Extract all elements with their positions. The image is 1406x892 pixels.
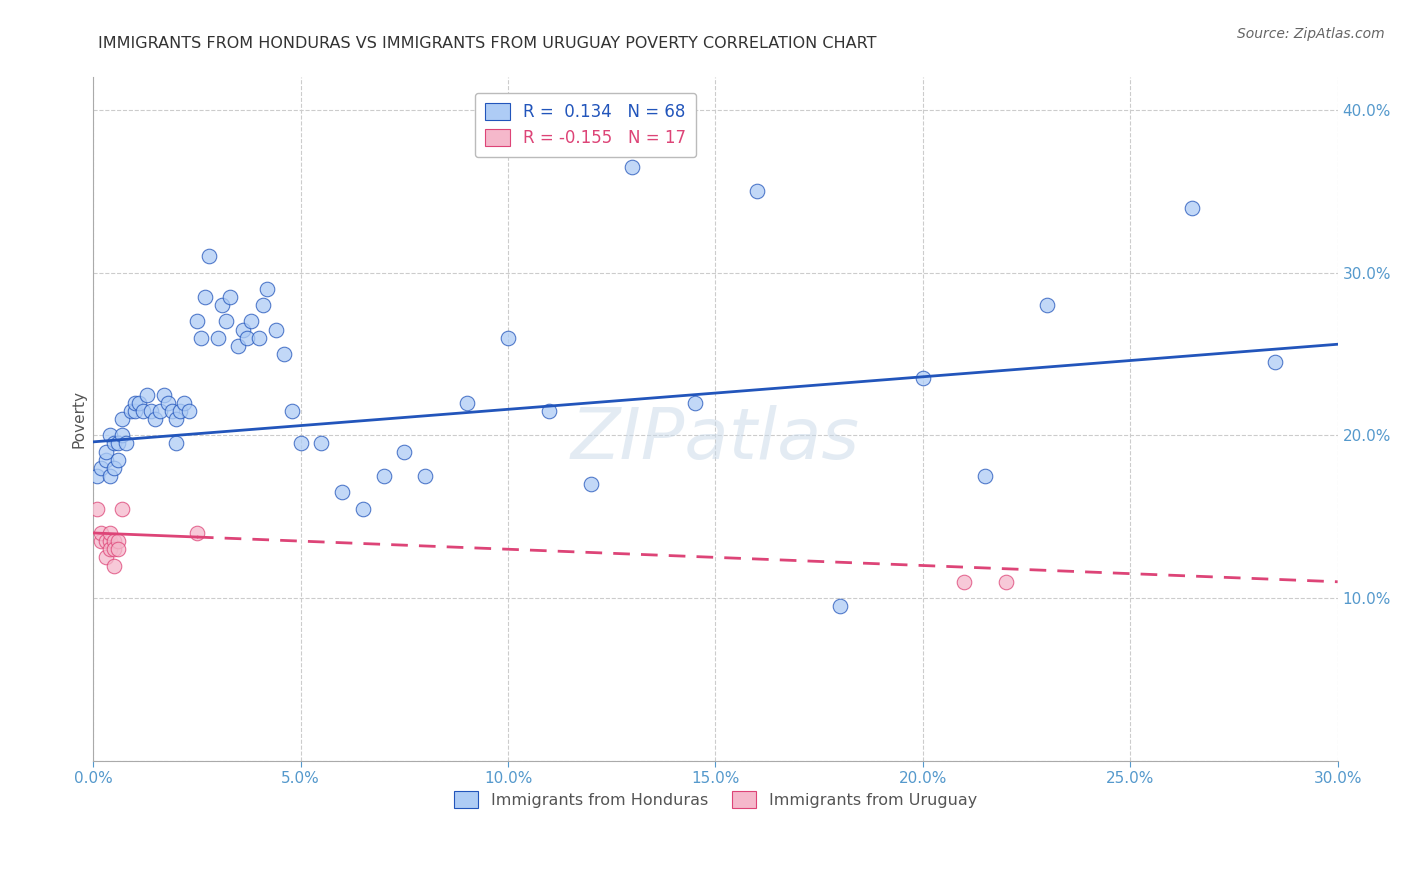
Y-axis label: Poverty: Poverty xyxy=(72,390,86,448)
Point xyxy=(94,452,117,467)
Point xyxy=(98,428,121,442)
Point xyxy=(145,412,167,426)
Point xyxy=(94,444,117,458)
Point xyxy=(107,436,129,450)
Point xyxy=(311,436,333,450)
Point xyxy=(330,485,353,500)
Point xyxy=(165,436,187,450)
Point xyxy=(86,469,108,483)
Legend: Immigrants from Honduras, Immigrants from Uruguay: Immigrants from Honduras, Immigrants fro… xyxy=(447,785,983,814)
Point xyxy=(136,387,159,401)
Point xyxy=(207,331,229,345)
Point xyxy=(413,469,436,483)
Point xyxy=(239,314,262,328)
Point xyxy=(911,371,934,385)
Point xyxy=(194,290,217,304)
Point xyxy=(373,469,395,483)
Point xyxy=(235,331,257,345)
Point xyxy=(252,298,274,312)
Point xyxy=(103,558,125,573)
Point xyxy=(103,542,125,557)
Point xyxy=(124,404,146,418)
Point xyxy=(211,298,233,312)
Point xyxy=(256,282,278,296)
Point xyxy=(745,184,768,198)
Point xyxy=(352,501,374,516)
Text: Source: ZipAtlas.com: Source: ZipAtlas.com xyxy=(1237,27,1385,41)
Point xyxy=(683,396,706,410)
Point xyxy=(107,452,129,467)
Point xyxy=(953,574,976,589)
Point xyxy=(228,339,250,353)
Point xyxy=(190,331,212,345)
Point xyxy=(120,404,142,418)
Point xyxy=(186,525,208,540)
Point xyxy=(98,469,121,483)
Point xyxy=(281,404,304,418)
Point xyxy=(141,404,163,418)
Point xyxy=(103,534,125,549)
Point xyxy=(538,404,561,418)
Point xyxy=(177,404,200,418)
Point xyxy=(94,550,117,565)
Point xyxy=(974,469,997,483)
Point xyxy=(156,396,179,410)
Point xyxy=(169,404,191,418)
Point xyxy=(86,501,108,516)
Point xyxy=(103,436,125,450)
Point xyxy=(173,396,195,410)
Point xyxy=(247,331,270,345)
Point xyxy=(111,428,134,442)
Point xyxy=(107,534,129,549)
Point xyxy=(107,542,129,557)
Point xyxy=(273,347,295,361)
Point xyxy=(124,396,146,410)
Point xyxy=(264,323,287,337)
Text: ZIPatlas: ZIPatlas xyxy=(571,405,860,474)
Point xyxy=(160,404,183,418)
Point xyxy=(165,412,187,426)
Point xyxy=(111,501,134,516)
Point xyxy=(111,412,134,426)
Point xyxy=(132,404,155,418)
Text: IMMIGRANTS FROM HONDURAS VS IMMIGRANTS FROM URUGUAY POVERTY CORRELATION CHART: IMMIGRANTS FROM HONDURAS VS IMMIGRANTS F… xyxy=(98,36,877,51)
Point xyxy=(115,436,138,450)
Point xyxy=(290,436,312,450)
Point xyxy=(231,323,253,337)
Point xyxy=(394,444,416,458)
Point xyxy=(103,461,125,475)
Point xyxy=(994,574,1017,589)
Point xyxy=(215,314,238,328)
Point xyxy=(1181,201,1204,215)
Point xyxy=(98,525,121,540)
Point xyxy=(90,525,112,540)
Point xyxy=(1264,355,1286,369)
Point xyxy=(148,404,170,418)
Point xyxy=(128,396,150,410)
Point xyxy=(456,396,478,410)
Point xyxy=(98,534,121,549)
Point xyxy=(152,387,174,401)
Point xyxy=(198,249,221,263)
Point xyxy=(621,160,644,174)
Point xyxy=(1036,298,1059,312)
Point xyxy=(98,542,121,557)
Point xyxy=(90,534,112,549)
Point xyxy=(496,331,519,345)
Point xyxy=(828,599,851,614)
Point xyxy=(579,477,602,491)
Point xyxy=(90,461,112,475)
Point xyxy=(219,290,242,304)
Point xyxy=(94,534,117,549)
Point xyxy=(186,314,208,328)
